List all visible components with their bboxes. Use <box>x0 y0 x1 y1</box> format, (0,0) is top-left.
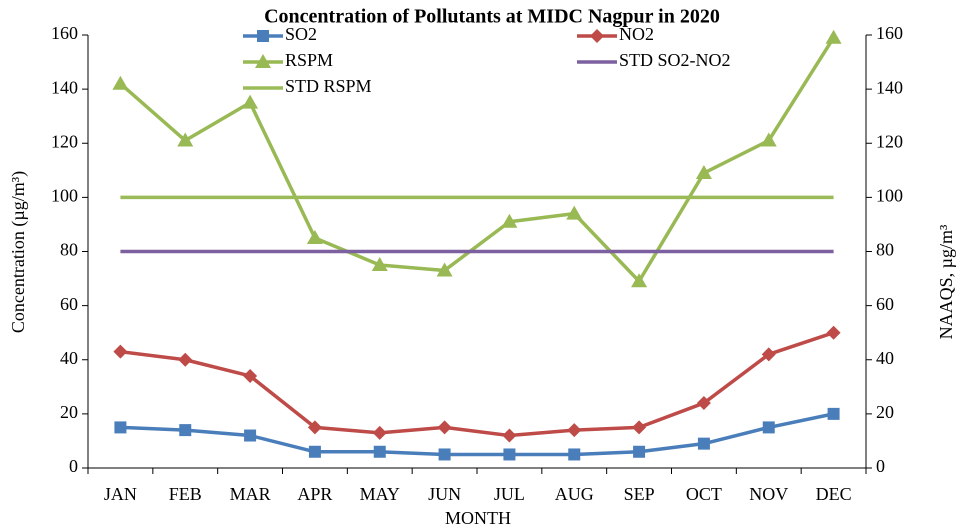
point <box>244 429 257 442</box>
legend-label: RSPM <box>285 50 333 70</box>
x-tick-label: NOV <box>749 484 788 504</box>
chart-title: Concentration of Pollutants at MIDC Nagp… <box>264 6 720 28</box>
x-tick-label: JUL <box>494 484 525 504</box>
point <box>502 428 517 443</box>
y-tick-label: 20 <box>60 402 78 422</box>
y-tick-label: 160 <box>51 23 78 43</box>
point <box>761 347 776 362</box>
line <box>120 331 835 438</box>
legend-marker <box>255 54 271 68</box>
x-tick-label: FEB <box>169 484 202 504</box>
legend-label: STD RSPM <box>285 76 372 96</box>
y2-tick-label: 60 <box>876 294 894 314</box>
point <box>178 352 193 367</box>
x-tick-label: JUN <box>428 484 461 504</box>
x-tick-label: DEC <box>816 484 852 504</box>
legend-marker <box>590 29 604 43</box>
y2-tick-label: 40 <box>876 348 894 368</box>
x-tick-label: MAR <box>230 484 271 504</box>
point <box>696 396 711 411</box>
y2-tick-label: 120 <box>876 131 903 151</box>
x-tick-label: SEP <box>624 484 655 504</box>
x-tick-label: JAN <box>104 484 137 504</box>
line <box>119 36 836 284</box>
legend-label: SO2 <box>285 24 317 44</box>
point <box>503 448 516 461</box>
y-tick-label: 120 <box>51 131 78 151</box>
line <box>120 412 834 457</box>
point <box>695 165 712 180</box>
y2-tick-label: 100 <box>876 186 903 206</box>
point <box>760 132 777 147</box>
point <box>632 420 647 435</box>
y2-tick-label: 160 <box>876 23 903 43</box>
point <box>113 344 128 359</box>
y2-tick-label: 0 <box>876 456 885 476</box>
legend-marker <box>257 30 269 42</box>
point <box>306 229 323 244</box>
point <box>762 421 775 434</box>
point <box>633 445 646 458</box>
y2-tick-label: 20 <box>876 402 894 422</box>
y-tick-label: 40 <box>60 348 78 368</box>
point <box>371 257 388 272</box>
x-tick-label: MAY <box>360 484 400 504</box>
point <box>631 273 648 288</box>
point <box>438 448 451 461</box>
legend-label: NO2 <box>619 24 654 44</box>
point <box>242 94 259 109</box>
y2-tick-label: 80 <box>876 240 894 260</box>
point <box>437 420 452 435</box>
point <box>373 445 386 458</box>
legend-label: STD SO2-NO2 <box>619 50 731 70</box>
point <box>501 213 518 228</box>
x-tick-label: AUG <box>555 484 594 504</box>
point <box>179 424 192 437</box>
point <box>827 407 840 420</box>
point <box>697 437 710 450</box>
point <box>112 75 129 90</box>
point <box>243 368 258 383</box>
y-tick-label: 60 <box>60 294 78 314</box>
point <box>826 325 841 340</box>
point <box>566 205 583 220</box>
y-tick-label: 100 <box>51 186 78 206</box>
y-tick-label: 80 <box>60 240 78 260</box>
point <box>307 420 322 435</box>
y2-axis-label: NAAQS, µg/m³ <box>936 224 956 339</box>
x-tick-label: OCT <box>686 484 722 504</box>
point <box>177 132 194 147</box>
y2-tick-label: 140 <box>876 77 903 97</box>
point <box>567 423 582 438</box>
x-tick-label: APR <box>297 484 332 504</box>
point <box>436 262 453 277</box>
point <box>825 29 842 44</box>
y-tick-label: 0 <box>69 456 78 476</box>
x-axis-label: MONTH <box>445 508 511 528</box>
y-axis-label: Concentration (µg/m³) <box>8 171 29 333</box>
point <box>568 448 581 461</box>
point <box>114 421 127 434</box>
y-tick-label: 140 <box>51 77 78 97</box>
point <box>308 445 321 458</box>
point <box>372 425 387 440</box>
